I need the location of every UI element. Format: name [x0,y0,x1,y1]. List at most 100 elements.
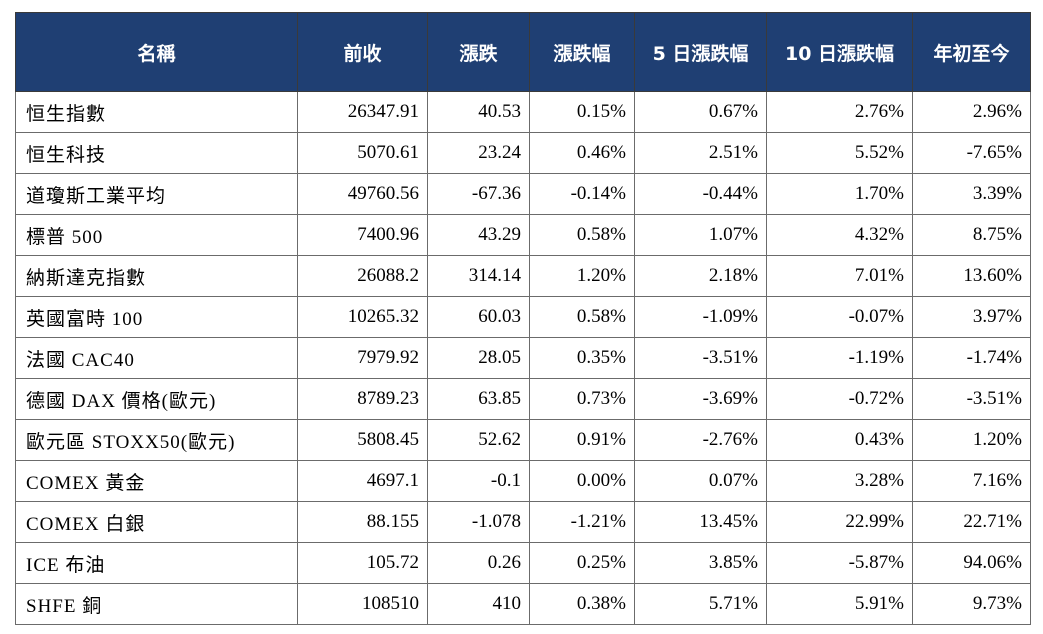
cell-10d-pct: 2.76% [766,91,913,133]
cell-10d-pct: 0.43% [766,419,913,461]
cell-prev-close: 7979.92 [297,337,428,379]
cell-ytd-pct: 1.20% [912,419,1031,461]
cell-change-pct: 0.73% [529,378,635,420]
table-row: 法國 CAC40 7979.92 28.05 0.35% -3.51% -1.1… [15,337,1031,379]
cell-prev-close: 26088.2 [297,255,428,297]
cell-ytd-pct: 7.16% [912,460,1031,502]
cell-10d-pct: 22.99% [766,501,913,543]
table-body: 恒生指數 26347.91 40.53 0.15% 0.67% 2.76% 2.… [15,91,1031,625]
cell-10d-pct: 3.28% [766,460,913,502]
cell-change: -0.1 [427,460,530,502]
cell-ytd-pct: 2.96% [912,91,1031,133]
cell-5d-pct: -1.09% [634,296,767,338]
cell-change: 410 [427,583,530,625]
cell-prev-close: 10265.32 [297,296,428,338]
cell-change-pct: 0.46% [529,132,635,174]
table-row: 英國富時 100 10265.32 60.03 0.58% -1.09% -0.… [15,296,1031,338]
cell-change: 63.85 [427,378,530,420]
cell-ytd-pct: -3.51% [912,378,1031,420]
table-row: 恒生指數 26347.91 40.53 0.15% 0.67% 2.76% 2.… [15,91,1031,133]
table-row: COMEX 白銀 88.155 -1.078 -1.21% 13.45% 22.… [15,501,1031,543]
cell-name: COMEX 黃金 [15,460,298,502]
cell-change: 52.62 [427,419,530,461]
cell-change: 28.05 [427,337,530,379]
cell-5d-pct: -3.69% [634,378,767,420]
cell-prev-close: 105.72 [297,542,428,584]
cell-name: 歐元區 STOXX50(歐元) [15,419,298,461]
table-row: 恒生科技 5070.61 23.24 0.46% 2.51% 5.52% -7.… [15,132,1031,174]
cell-change: -1.078 [427,501,530,543]
cell-ytd-pct: 3.97% [912,296,1031,338]
cell-ytd-pct: 3.39% [912,173,1031,215]
cell-5d-pct: 0.67% [634,91,767,133]
cell-change: 314.14 [427,255,530,297]
cell-change: 43.29 [427,214,530,256]
cell-change: 40.53 [427,91,530,133]
cell-change: 60.03 [427,296,530,338]
cell-10d-pct: -0.72% [766,378,913,420]
cell-name: COMEX 白銀 [15,501,298,543]
cell-change-pct: -0.14% [529,173,635,215]
cell-change-pct: 0.00% [529,460,635,502]
cell-prev-close: 88.155 [297,501,428,543]
cell-5d-pct: 3.85% [634,542,767,584]
table-header: 名稱 前收 漲跌 漲跌幅 5 日漲跌幅 10 日漲跌幅 年初至今 [15,12,1031,92]
cell-name: 道瓊斯工業平均 [15,173,298,215]
cell-change-pct: 0.25% [529,542,635,584]
cell-name: 法國 CAC40 [15,337,298,379]
table-row: 歐元區 STOXX50(歐元) 5808.45 52.62 0.91% -2.7… [15,419,1031,461]
cell-5d-pct: -3.51% [634,337,767,379]
cell-name: SHFE 銅 [15,583,298,625]
cell-name: 納斯達克指數 [15,255,298,297]
header-change-pct: 漲跌幅 [529,12,635,92]
cell-change: -67.36 [427,173,530,215]
header-10d-pct: 10 日漲跌幅 [766,12,913,92]
cell-prev-close: 8789.23 [297,378,428,420]
cell-ytd-pct: 94.06% [912,542,1031,584]
cell-5d-pct: -2.76% [634,419,767,461]
cell-10d-pct: -1.19% [766,337,913,379]
cell-5d-pct: 2.18% [634,255,767,297]
cell-name: 英國富時 100 [15,296,298,338]
header-5d-pct: 5 日漲跌幅 [634,12,767,92]
header-ytd-pct: 年初至今 [912,12,1031,92]
cell-change: 23.24 [427,132,530,174]
cell-10d-pct: 7.01% [766,255,913,297]
cell-change-pct: 0.38% [529,583,635,625]
cell-ytd-pct: -7.65% [912,132,1031,174]
cell-10d-pct: -0.07% [766,296,913,338]
cell-5d-pct: -0.44% [634,173,767,215]
cell-ytd-pct: 8.75% [912,214,1031,256]
cell-change: 0.26 [427,542,530,584]
header-row: 名稱 前收 漲跌 漲跌幅 5 日漲跌幅 10 日漲跌幅 年初至今 [15,12,1031,92]
table-row: 德國 DAX 價格(歐元) 8789.23 63.85 0.73% -3.69%… [15,378,1031,420]
cell-5d-pct: 0.07% [634,460,767,502]
cell-prev-close: 26347.91 [297,91,428,133]
cell-10d-pct: 5.52% [766,132,913,174]
cell-prev-close: 49760.56 [297,173,428,215]
cell-prev-close: 7400.96 [297,214,428,256]
cell-change-pct: 1.20% [529,255,635,297]
cell-10d-pct: -5.87% [766,542,913,584]
cell-ytd-pct: 9.73% [912,583,1031,625]
market-table: 名稱 前收 漲跌 漲跌幅 5 日漲跌幅 10 日漲跌幅 年初至今 恒生指數 26… [15,12,1031,625]
cell-10d-pct: 5.91% [766,583,913,625]
cell-5d-pct: 5.71% [634,583,767,625]
cell-5d-pct: 1.07% [634,214,767,256]
cell-name: 恒生科技 [15,132,298,174]
table-row: ICE 布油 105.72 0.26 0.25% 3.85% -5.87% 94… [15,542,1031,584]
table-row: COMEX 黃金 4697.1 -0.1 0.00% 0.07% 3.28% 7… [15,460,1031,502]
cell-ytd-pct: 22.71% [912,501,1031,543]
cell-prev-close: 108510 [297,583,428,625]
cell-5d-pct: 13.45% [634,501,767,543]
cell-change-pct: 0.91% [529,419,635,461]
cell-name: 德國 DAX 價格(歐元) [15,378,298,420]
cell-change-pct: 0.35% [529,337,635,379]
header-prev-close: 前收 [297,12,428,92]
cell-change-pct: 0.58% [529,214,635,256]
table-row: 納斯達克指數 26088.2 314.14 1.20% 2.18% 7.01% … [15,255,1031,297]
cell-10d-pct: 1.70% [766,173,913,215]
cell-10d-pct: 4.32% [766,214,913,256]
header-change: 漲跌 [427,12,530,92]
cell-prev-close: 5070.61 [297,132,428,174]
